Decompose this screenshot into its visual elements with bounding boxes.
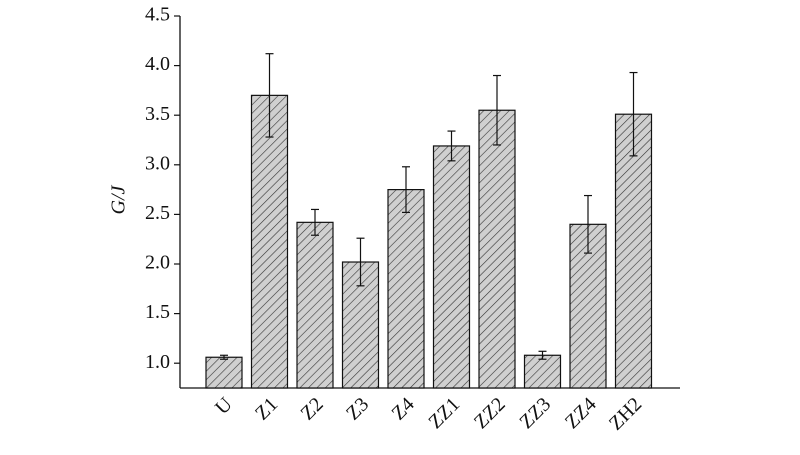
- bar: [205, 356, 243, 389]
- x-tick-label: ZZ2: [470, 393, 510, 433]
- y-tick-label: 4.5: [145, 4, 170, 26]
- bar: [432, 145, 471, 389]
- error-bar: [584, 194, 592, 254]
- bar: [387, 189, 425, 389]
- error-bar: [402, 166, 410, 214]
- y-axis-label: G/J: [108, 184, 130, 214]
- error-bar: [493, 74, 501, 146]
- error-bar: [356, 237, 365, 287]
- y-tick-label: 3.5: [145, 103, 170, 125]
- bar: [523, 354, 562, 389]
- x-tick-label: ZH2: [605, 393, 646, 434]
- error-bar: [220, 354, 228, 360]
- x-tick-label: Z3: [342, 393, 373, 424]
- x-tick-label: Z2: [297, 393, 328, 424]
- y-tick-label: 4.0: [145, 53, 170, 75]
- bar: [296, 221, 334, 389]
- bar: [614, 113, 653, 389]
- y-tick-label: 3.0: [145, 152, 170, 174]
- bar: [250, 94, 289, 389]
- x-tick-label: U: [211, 393, 237, 419]
- x-tick-label: ZZ1: [424, 393, 464, 433]
- bar: [478, 109, 516, 389]
- error-bar: [265, 53, 274, 138]
- y-tick-label: 1.5: [145, 301, 170, 323]
- x-tick-label: ZZ3: [515, 393, 555, 433]
- x-tick-label: ZZ4: [561, 393, 601, 433]
- error-bar: [538, 350, 547, 360]
- x-tick-label: Z1: [251, 393, 282, 424]
- y-tick-label: 2.5: [145, 202, 170, 224]
- y-tick-label: 1.0: [145, 351, 170, 373]
- error-bar: [447, 130, 456, 162]
- error-bar: [311, 208, 319, 236]
- x-tick-label: Z4: [388, 393, 419, 424]
- y-tick-label: 2.0: [145, 252, 170, 274]
- error-bar: [629, 71, 638, 157]
